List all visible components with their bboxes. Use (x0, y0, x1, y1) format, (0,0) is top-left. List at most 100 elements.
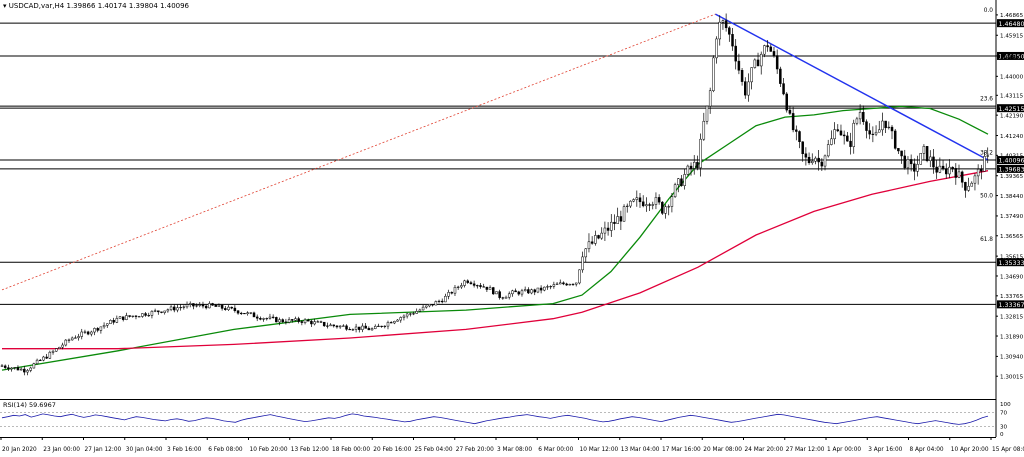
candle-body (725, 21, 727, 28)
candle-body (875, 132, 877, 134)
candle-body (400, 317, 402, 320)
candle-body (339, 326, 341, 327)
candle-body (556, 284, 558, 285)
candle-body (495, 292, 497, 294)
candle-body (888, 127, 890, 128)
ytick-label-6: 1.41240 (1000, 134, 1024, 140)
candle-body (732, 34, 734, 46)
xtick-label-21: 3 Apr 16:00 (868, 447, 902, 453)
xtick-label-22: 8 Apr 04:00 (910, 447, 944, 453)
ytick-label-9: 1.38440 (1000, 194, 1024, 200)
candle-body (393, 321, 395, 323)
candle-body (307, 320, 309, 321)
candle-body (218, 305, 220, 306)
candle-body (623, 207, 625, 222)
candle-body (387, 322, 389, 326)
candle-body (27, 370, 29, 372)
candle-body (180, 307, 182, 308)
candle-body (46, 357, 48, 358)
xtick-label-17: 20 Mar 08:00 (703, 447, 742, 453)
candle-body (837, 130, 839, 131)
candle-body (122, 317, 124, 320)
xtick-label-16: 17 Mar 16:00 (662, 447, 701, 453)
open-value: 1.39866 (67, 2, 96, 10)
candle-body (266, 318, 268, 319)
candle-body (489, 288, 491, 290)
candle-body (74, 338, 76, 339)
ytick-label-4: 1.43115 (1000, 94, 1024, 100)
candle-body (505, 297, 507, 298)
candle-body (961, 172, 963, 182)
candle-body (457, 287, 459, 288)
candle-body (649, 205, 651, 206)
candle-body (425, 306, 427, 307)
ytick-label-11: 1.36565 (1000, 234, 1024, 240)
candle-body (291, 319, 293, 320)
candle-body (677, 179, 679, 185)
candle-body (17, 367, 19, 370)
candle-body (148, 315, 150, 316)
candle-body (454, 287, 456, 293)
candle-body (610, 222, 612, 230)
candle-body (460, 285, 462, 287)
close-value: 1.40096 (160, 2, 189, 10)
candle-body (361, 326, 363, 330)
xtick-label-1: 23 Jan 00:00 (43, 447, 80, 453)
candle-body (974, 176, 976, 183)
candle-body (572, 284, 574, 285)
candle-body (269, 317, 271, 318)
rsi-tick-2: 30 (1000, 425, 1008, 431)
level-tag-text-4: 1.39683 (999, 167, 1024, 174)
candle-body (84, 332, 86, 333)
ytick-label-10: 1.37490 (1000, 214, 1024, 220)
candle-body (885, 121, 887, 128)
candle-body (795, 130, 797, 132)
candle-body (116, 318, 118, 322)
candle-body (741, 70, 743, 81)
candle-body (633, 200, 635, 202)
candle-body (617, 217, 619, 224)
candle-body (869, 131, 871, 135)
dropdown-icon[interactable]: ▾ (3, 2, 7, 10)
candle-body (374, 326, 376, 328)
candle-body (483, 287, 485, 288)
candle-body (476, 285, 478, 286)
candle-body (980, 169, 982, 171)
candle-body (744, 82, 746, 96)
candle-body (492, 288, 494, 294)
candle-body (802, 142, 804, 154)
candle-body (333, 325, 335, 326)
candle-body (527, 290, 529, 293)
candle-body (192, 303, 194, 306)
candle-body (71, 338, 73, 340)
candle-body (320, 322, 322, 323)
candle-body (422, 307, 424, 310)
ytick-label-14: 1.33765 (1000, 294, 1024, 300)
candle-body (390, 322, 392, 323)
candle-body (747, 82, 749, 95)
candle-body (240, 313, 242, 314)
candle-body (42, 357, 44, 360)
candle-body (569, 284, 571, 285)
candle-body (814, 158, 816, 161)
candle-body (36, 360, 38, 364)
candle-body (824, 156, 826, 166)
candle-body (49, 352, 51, 358)
candle-body (508, 294, 510, 297)
candle-body (534, 290, 536, 292)
candle-body (473, 284, 475, 286)
xtick-label-13: 6 Mar 00:00 (538, 447, 573, 453)
candle-body (39, 360, 41, 361)
xtick-label-9: 20 Feb 16:00 (373, 447, 411, 453)
candle-body (521, 291, 523, 294)
candle-body (696, 162, 698, 168)
candle-body (620, 217, 622, 222)
candle-body (247, 313, 249, 314)
xtick-label-8: 18 Feb 00:00 (332, 447, 370, 453)
fib-label-1: 23.6 (980, 97, 993, 103)
rsi-tick-1: 70 (1000, 411, 1008, 417)
candle-body (317, 322, 319, 323)
